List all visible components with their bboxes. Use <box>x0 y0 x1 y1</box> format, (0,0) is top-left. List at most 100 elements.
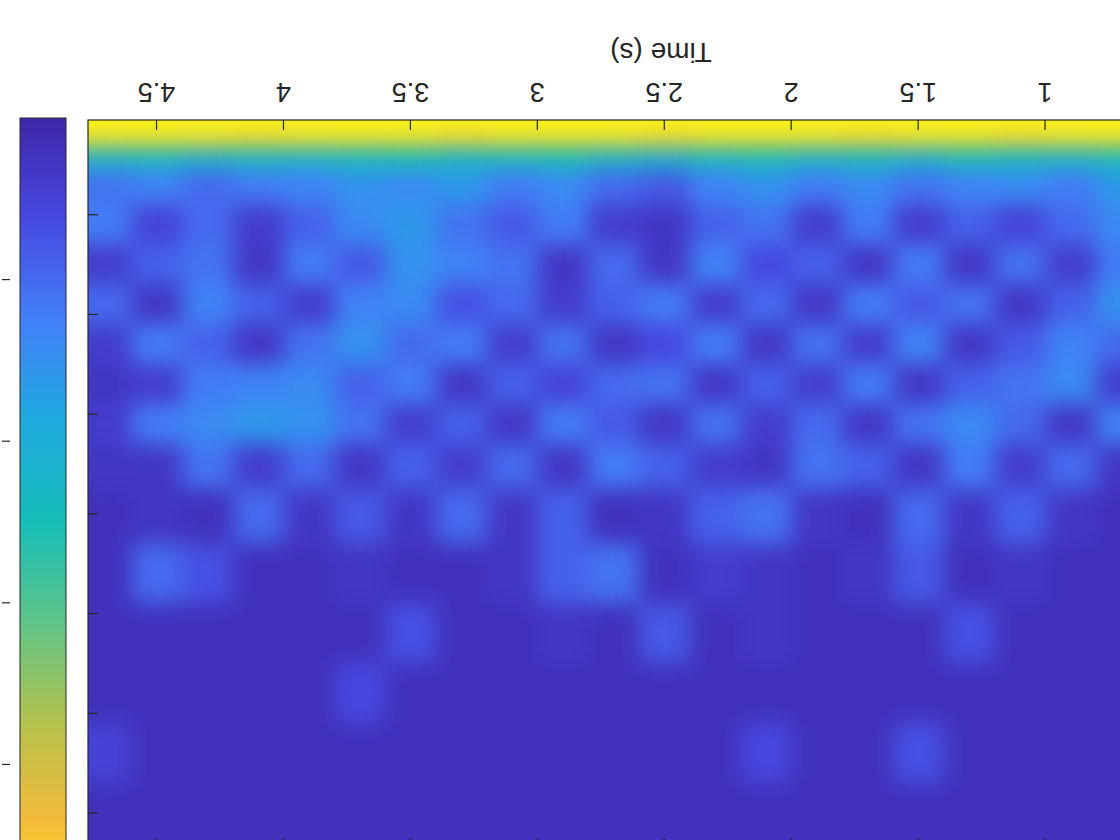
heat-cell <box>1045 404 1097 445</box>
heat-cell <box>435 783 487 840</box>
heat-cell <box>1045 364 1097 405</box>
heat-cell <box>588 324 640 365</box>
heat-cell <box>283 723 335 784</box>
heat-cell <box>1045 169 1097 205</box>
heat-cell <box>994 244 1046 285</box>
heat-cell <box>689 488 741 544</box>
heat-cell <box>283 543 335 604</box>
heat-cell <box>588 603 640 664</box>
colorbar-tick <box>2 279 10 280</box>
heat-cell <box>181 404 233 445</box>
heat-cell <box>232 169 284 205</box>
heat-cell <box>892 204 944 245</box>
heat-cell <box>435 324 487 365</box>
heat-cell <box>638 284 690 325</box>
heat-cell <box>791 488 843 544</box>
heat-cell <box>486 284 538 325</box>
heat-cell <box>435 244 487 285</box>
heat-cell <box>385 444 437 490</box>
heat-cell <box>1095 169 1120 205</box>
heat-cell <box>892 147 944 170</box>
heat-cell <box>689 132 741 148</box>
heat-cell <box>283 147 335 170</box>
heat-cell <box>1095 663 1120 724</box>
heat-cell <box>88 404 132 445</box>
heat-cell <box>131 364 183 405</box>
heat-cell <box>740 723 792 784</box>
heat-cell <box>638 324 690 365</box>
heat-cell <box>740 444 792 490</box>
heat-cell <box>385 723 437 784</box>
heat-cell <box>638 404 690 445</box>
heat-cell <box>131 543 183 604</box>
heat-cell <box>892 132 944 148</box>
heat-cell <box>486 783 538 840</box>
heat-cell <box>841 324 893 365</box>
heat-cell <box>486 404 538 445</box>
heat-cell <box>791 324 843 365</box>
heat-cell <box>791 284 843 325</box>
heat-cell <box>943 244 995 285</box>
heat-cell <box>841 543 893 604</box>
heat-cell <box>486 603 538 664</box>
heat-cell <box>486 543 538 604</box>
heat-cell <box>841 603 893 664</box>
heat-cell <box>791 663 843 724</box>
heat-cell <box>638 783 690 840</box>
heat-cell <box>537 488 589 544</box>
heat-cell <box>1095 488 1120 544</box>
heat-cell <box>537 723 589 784</box>
heat-cell <box>435 603 487 664</box>
heat-cell <box>892 120 944 133</box>
heat-cell <box>892 543 944 604</box>
heat-cell <box>689 783 741 840</box>
heat-cell <box>638 132 690 148</box>
heat-cell <box>385 244 437 285</box>
x-tick <box>156 120 157 130</box>
heat-cell <box>435 543 487 604</box>
x-tick-label: 4 <box>276 77 291 107</box>
heat-cell <box>486 244 538 285</box>
chart: 11.522.533.544.5Time (s) <box>0 0 1120 840</box>
heat-cell <box>435 204 487 245</box>
x-tick <box>918 838 919 840</box>
heat-cell <box>131 284 183 325</box>
heat-cell <box>638 723 690 784</box>
heat-cell <box>537 204 589 245</box>
heat-cell <box>1095 543 1120 604</box>
heat-cell <box>943 603 995 664</box>
heat-cell <box>537 120 589 133</box>
heat-cell <box>943 169 995 205</box>
heat-cell <box>435 364 487 405</box>
heat-cell <box>1045 663 1097 724</box>
heat-cell <box>232 120 284 133</box>
heat-cell <box>943 444 995 490</box>
heat-cell <box>1095 444 1120 490</box>
heat-cell <box>181 364 233 405</box>
heat-cell <box>1095 404 1120 445</box>
heat-cell <box>943 284 995 325</box>
heat-cell <box>588 783 640 840</box>
heat-cell <box>588 723 640 784</box>
heat-cell <box>181 444 233 490</box>
heat-cell <box>740 244 792 285</box>
heat-cell <box>181 723 233 784</box>
heat-cell <box>131 723 183 784</box>
heat-cell <box>689 284 741 325</box>
heat-cell <box>435 663 487 724</box>
heat-cell <box>334 132 386 148</box>
heat-cell <box>638 147 690 170</box>
plot-frame <box>88 120 1120 840</box>
heat-cell <box>537 783 589 840</box>
heat-cell <box>88 204 132 245</box>
heat-cell <box>537 244 589 285</box>
heat-cell <box>181 169 233 205</box>
heat-cell <box>385 364 437 405</box>
heat-cell <box>740 120 792 133</box>
heat-cell <box>638 169 690 205</box>
heat-cell <box>740 364 792 405</box>
heat-cell <box>88 663 132 724</box>
heat-cell <box>791 723 843 784</box>
heat-cell <box>1095 132 1120 148</box>
heat-cell <box>181 244 233 285</box>
